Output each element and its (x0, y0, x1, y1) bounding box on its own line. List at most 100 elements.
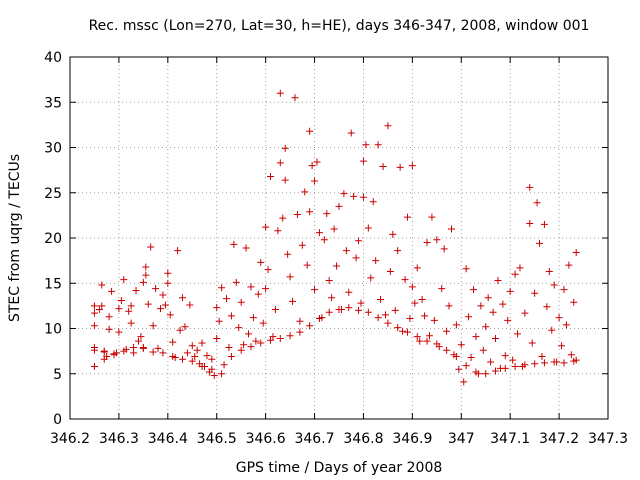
data-point (521, 361, 529, 369)
data-point (257, 258, 265, 266)
data-point (536, 239, 544, 247)
data-point (484, 294, 492, 302)
y-tick-label: 20 (44, 231, 62, 247)
data-point (90, 322, 98, 330)
data-point (570, 357, 578, 365)
data-point (164, 279, 172, 287)
y-tick-label: 15 (44, 276, 62, 292)
data-point (401, 276, 409, 284)
data-point (570, 298, 578, 306)
data-point (298, 241, 306, 249)
data-point (301, 188, 309, 196)
data-point (325, 277, 333, 285)
data-point (425, 332, 433, 340)
x-tick-label: 346.7 (294, 431, 334, 447)
data-point (452, 321, 460, 329)
data-point (460, 378, 468, 386)
data-point (213, 334, 221, 342)
data-point (533, 199, 541, 207)
data-point (90, 302, 98, 310)
data-point (100, 348, 108, 356)
data-point (188, 342, 196, 350)
data-point (313, 158, 321, 166)
data-point (269, 333, 277, 341)
data-point (379, 163, 387, 171)
data-point (220, 361, 228, 369)
data-point (169, 338, 177, 346)
data-point (306, 208, 314, 216)
data-point (174, 247, 182, 255)
data-point (276, 334, 284, 342)
data-point (413, 264, 421, 272)
data-point (514, 330, 522, 338)
data-point (511, 270, 519, 278)
x-tick-label: 347.2 (539, 431, 579, 447)
data-point (572, 248, 580, 256)
data-point (445, 302, 453, 310)
data-point (487, 358, 495, 366)
data-point (433, 236, 441, 244)
data-point (465, 313, 473, 321)
data-point (247, 343, 255, 351)
data-point (254, 290, 262, 298)
data-point (367, 274, 375, 282)
data-point (293, 210, 301, 218)
data-point (531, 360, 539, 368)
data-point (411, 299, 419, 307)
data-point (443, 346, 451, 354)
data-point (108, 287, 116, 295)
data-point (237, 346, 245, 354)
x-tick-label: 346.6 (246, 431, 286, 447)
data-point (154, 344, 162, 352)
data-point (320, 236, 328, 244)
data-point (333, 262, 341, 270)
data-point (421, 312, 429, 320)
data-point (528, 339, 536, 347)
data-point (208, 355, 216, 363)
data-point (543, 303, 551, 311)
data-point (516, 264, 524, 272)
data-point (391, 306, 399, 314)
data-point (560, 359, 568, 367)
y-tick-label: 40 (44, 50, 62, 66)
data-point (374, 314, 382, 322)
data-point (550, 358, 558, 366)
data-point (103, 353, 111, 361)
x-tick-label: 347.3 (588, 431, 628, 447)
data-point (406, 315, 414, 323)
data-point (284, 250, 292, 258)
data-point (428, 213, 436, 221)
data-point (558, 342, 566, 350)
data-point (335, 202, 343, 210)
data-point (386, 267, 394, 275)
data-point (447, 225, 455, 233)
data-point (455, 365, 463, 373)
data-point (340, 190, 348, 198)
data-point (355, 237, 363, 245)
data-point (161, 301, 169, 309)
data-point (433, 340, 441, 348)
data-point (306, 127, 314, 135)
data-point (183, 349, 191, 357)
data-point (399, 327, 407, 335)
data-point (477, 302, 485, 310)
data-point (130, 344, 138, 352)
data-point (98, 281, 106, 289)
data-point (264, 266, 272, 274)
x-tick-label: 346.4 (148, 431, 188, 447)
y-tick-label: 25 (44, 186, 62, 202)
data-point (565, 261, 573, 269)
data-point (374, 141, 382, 149)
data-point (178, 355, 186, 363)
data-point (144, 300, 152, 308)
data-point (90, 309, 98, 317)
data-point (492, 334, 500, 342)
data-point (237, 298, 245, 306)
data-point (526, 220, 534, 228)
data-point (208, 365, 216, 373)
chart-title: Rec. mssc (Lon=270, Lat=30, h=HE), days … (89, 18, 590, 34)
x-tick-label: 347.1 (490, 431, 530, 447)
data-point (276, 159, 284, 167)
data-point (369, 198, 377, 206)
